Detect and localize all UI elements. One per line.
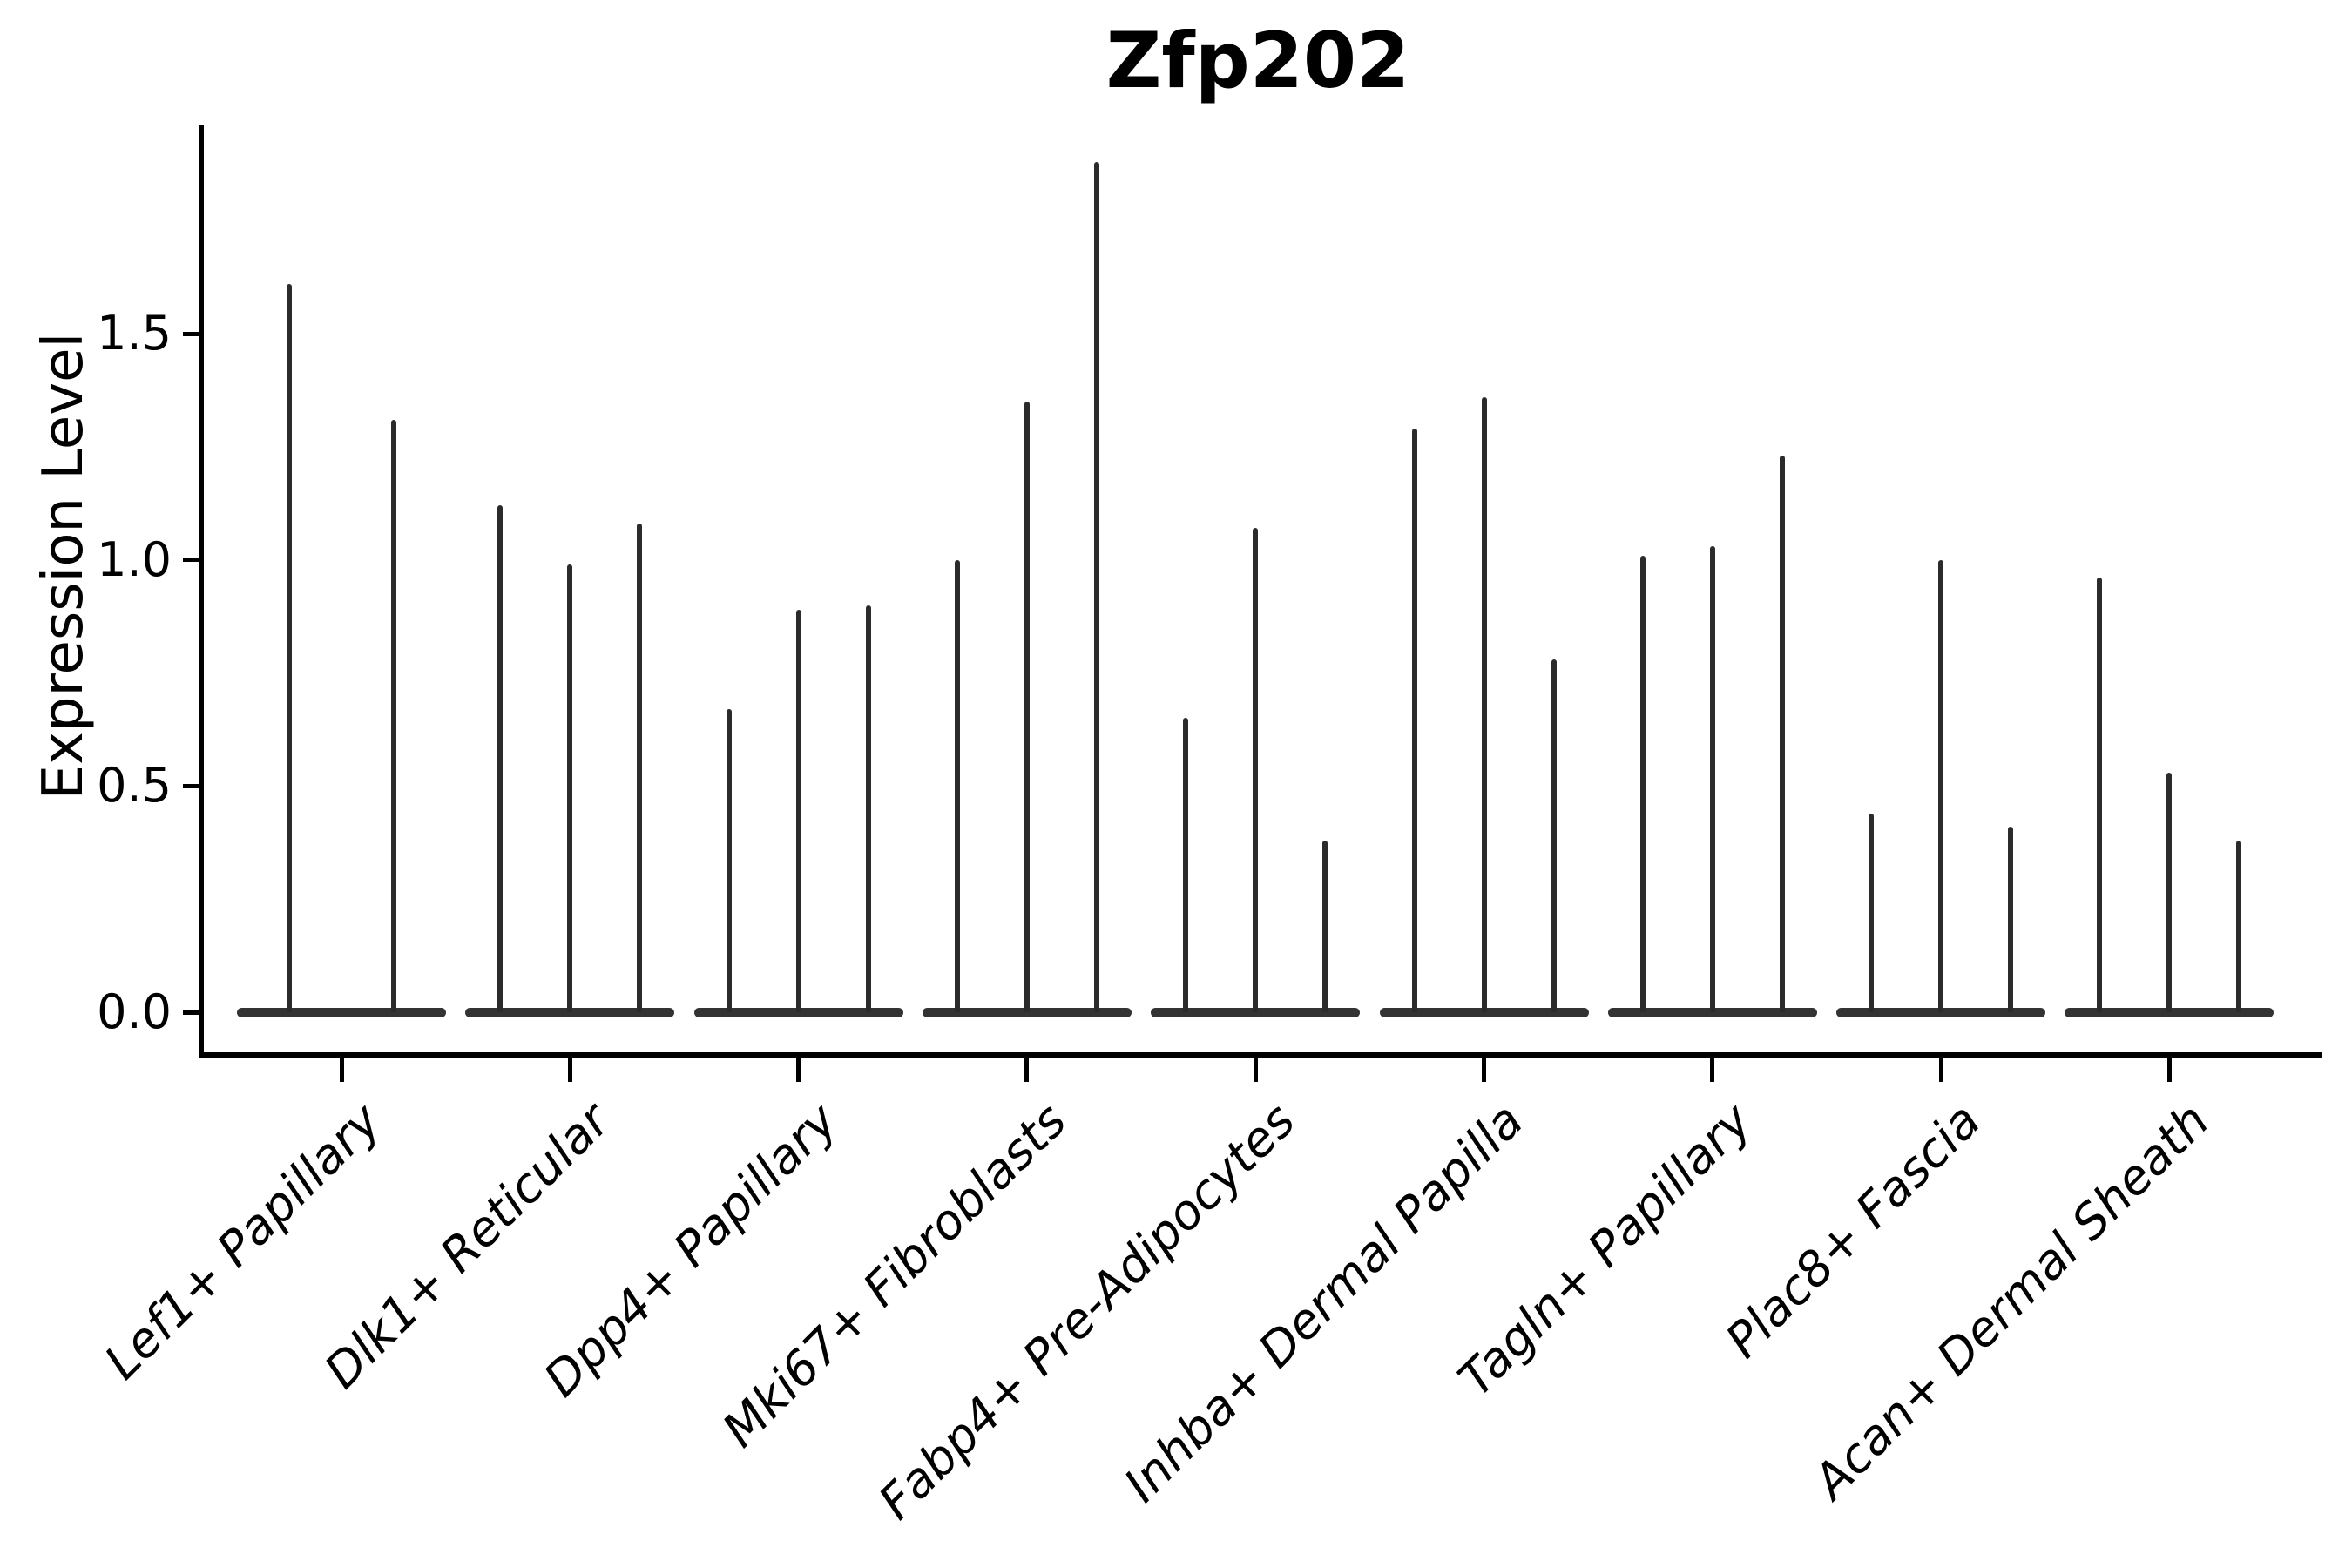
violin-base xyxy=(1836,1007,2046,1017)
violin-spike xyxy=(1024,401,1030,1012)
y-tick-label: 1.5 xyxy=(97,306,172,362)
x-axis-tick xyxy=(339,1058,344,1082)
violin-spike xyxy=(567,564,573,1012)
violin-spike xyxy=(2166,772,2173,1012)
violin-spike xyxy=(391,419,396,1012)
violin-base xyxy=(922,1007,1132,1017)
y-tick-label: 0.5 xyxy=(97,758,172,814)
violin-base xyxy=(2065,1007,2274,1017)
violin-spike xyxy=(1411,429,1417,1012)
violin-base xyxy=(693,1007,903,1017)
x-axis-tick xyxy=(1253,1058,1258,1082)
violin-spike xyxy=(2236,840,2242,1012)
violin-spike xyxy=(2008,827,2014,1012)
y-axis-tick xyxy=(183,1010,199,1015)
x-tick-label: Fabp4+ Pre-Adipocytes xyxy=(868,1092,1306,1531)
x-axis-tick xyxy=(567,1058,572,1082)
y-axis-label: Expression Level xyxy=(31,332,96,801)
x-tick-label: Inhba+ Dermal Papilla xyxy=(1113,1092,1534,1513)
x-axis-tick xyxy=(1024,1058,1030,1082)
y-axis-tick xyxy=(183,783,199,788)
violin-spike xyxy=(2097,578,2103,1012)
violin-base xyxy=(237,1007,446,1017)
violin-spike xyxy=(795,609,801,1012)
violin-spike xyxy=(1253,528,1259,1012)
violin-spike xyxy=(1639,555,1646,1012)
y-axis-tick xyxy=(183,558,199,563)
violin-spike xyxy=(637,524,643,1012)
y-tick-label: 1.0 xyxy=(97,531,172,587)
x-axis-tick xyxy=(2166,1058,2172,1082)
violin-spike xyxy=(1183,718,1189,1012)
violin-spike xyxy=(954,559,960,1012)
violin-spike xyxy=(1322,840,1328,1012)
violin-spike xyxy=(287,283,292,1012)
x-axis-tick xyxy=(1938,1058,1943,1082)
violin-base xyxy=(1379,1007,1589,1017)
plot-area: 0.0 0.5 1.0 1.5 xyxy=(97,125,2322,1082)
x-axis-tick xyxy=(796,1058,801,1082)
violin-base xyxy=(465,1007,675,1017)
x-tick-label: Acan+ Dermal Sheath xyxy=(1802,1092,2220,1510)
violin-spike xyxy=(1779,456,1785,1012)
violin-spike xyxy=(1551,659,1557,1012)
violin-spike xyxy=(1938,559,1944,1012)
x-axis-tick xyxy=(1710,1058,1715,1082)
violin-spike xyxy=(1709,546,1715,1012)
violin-spike xyxy=(865,605,871,1012)
violin-spike xyxy=(497,505,504,1012)
violin-base xyxy=(1151,1007,1361,1017)
x-axis-tick xyxy=(1482,1058,1486,1082)
plot-title: Zfp202 xyxy=(1105,16,1410,105)
violin-spike xyxy=(726,709,732,1012)
y-axis-tick xyxy=(183,331,199,336)
y-tick-label: 0.0 xyxy=(97,984,172,1039)
violin-base xyxy=(1607,1007,1817,1017)
violin-spike xyxy=(1869,813,1875,1012)
violin-spike xyxy=(1481,396,1487,1012)
violin-spike xyxy=(1093,161,1099,1012)
